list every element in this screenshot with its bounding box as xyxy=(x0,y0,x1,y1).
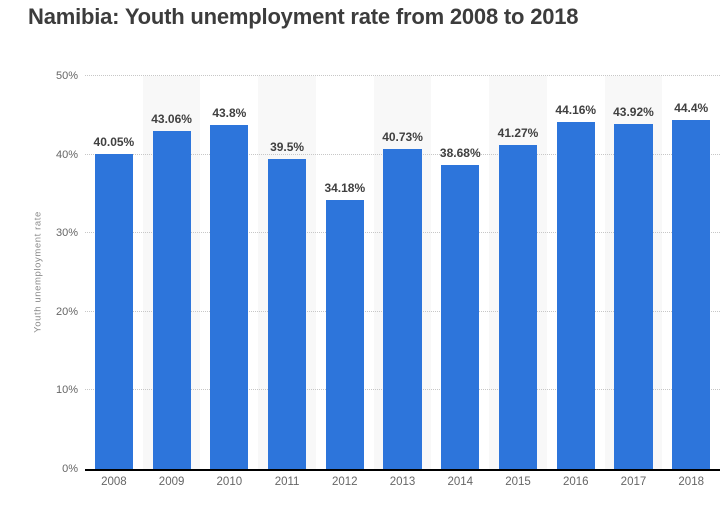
y-tick-label: 20% xyxy=(55,305,78,318)
bar[interactable] xyxy=(94,154,133,469)
x-tick-label: 2010 xyxy=(216,476,243,488)
bar-value-label: 41.27% xyxy=(497,125,539,140)
bar[interactable] xyxy=(556,121,595,469)
chart-title: Namibia: Youth unemployment rate from 20… xyxy=(28,4,579,29)
bar-value-label: 40.05% xyxy=(93,135,135,150)
bar-column: 34.18% xyxy=(316,76,374,469)
bar-column: 43.92% xyxy=(604,76,663,469)
y-tick-label: 0% xyxy=(62,463,78,475)
bar-column: 43.8% xyxy=(200,76,258,469)
plot-area: 40.05% 43.06% 43.8% 39.5% 34.18% 40.73% 38.68%… xyxy=(85,75,720,471)
x-axis: 2008 2009 2010 2011 2012 2013 2014 2015 2016 2017… xyxy=(85,476,720,488)
x-tick-label: 2013 xyxy=(389,476,416,488)
bar-value-label: 44.4% xyxy=(674,101,709,116)
bar-column: 40.05% xyxy=(85,76,143,469)
y-tick-label: 30% xyxy=(55,227,78,240)
bar-column: 44.16% xyxy=(547,76,605,469)
x-axis-line xyxy=(85,469,720,471)
bar[interactable] xyxy=(672,120,711,469)
bar-value-label: 34.18% xyxy=(324,181,366,196)
bar-value-label: 39.5% xyxy=(270,139,305,154)
x-tick-label: 2017 xyxy=(620,476,647,488)
x-tick-label: 2008 xyxy=(101,476,127,488)
bar-column: 38.68% xyxy=(431,76,489,469)
bar-column: 39.5% xyxy=(258,76,316,469)
bar-value-label: 43.06% xyxy=(151,111,192,126)
bar[interactable] xyxy=(152,130,191,469)
bar-column: 41.27% xyxy=(489,76,547,469)
y-tick-label: 10% xyxy=(55,384,78,397)
bar-value-label: 38.68% xyxy=(439,145,481,160)
bar-value-label: 43.92% xyxy=(613,104,654,119)
bar-columns: 40.05% 43.06% 43.8% 39.5% 34.18% 40.73% 38.68%… xyxy=(85,76,720,469)
x-tick-label: 2014 xyxy=(447,476,474,488)
bar-value-label: 44.16% xyxy=(555,102,597,117)
bar-value-label: 43.8% xyxy=(212,105,247,120)
x-tick-label: 2018 xyxy=(678,476,704,488)
y-tick-label: 40% xyxy=(55,148,78,161)
gridline xyxy=(85,75,720,76)
bar-value-label: 40.73% xyxy=(382,129,423,144)
y-axis: 0% 10% 20% 30% 40% 50% xyxy=(0,70,78,475)
bar-column: 43.06% xyxy=(142,76,201,469)
bar[interactable] xyxy=(614,123,653,469)
bar[interactable] xyxy=(210,124,249,469)
bar-column: 44.4% xyxy=(662,76,720,469)
x-tick-label: 2015 xyxy=(505,476,531,488)
bar[interactable] xyxy=(268,158,307,469)
bar[interactable] xyxy=(498,144,538,469)
bar[interactable] xyxy=(325,200,364,469)
bar[interactable] xyxy=(383,148,422,469)
x-tick-label: 2016 xyxy=(562,476,589,488)
x-tick-label: 2011 xyxy=(274,476,300,488)
bar-column: 40.73% xyxy=(373,76,432,469)
x-tick-label: 2009 xyxy=(158,476,185,488)
y-tick-label: 50% xyxy=(55,70,78,82)
x-tick-label: 2012 xyxy=(332,476,358,488)
bar[interactable] xyxy=(441,164,480,469)
